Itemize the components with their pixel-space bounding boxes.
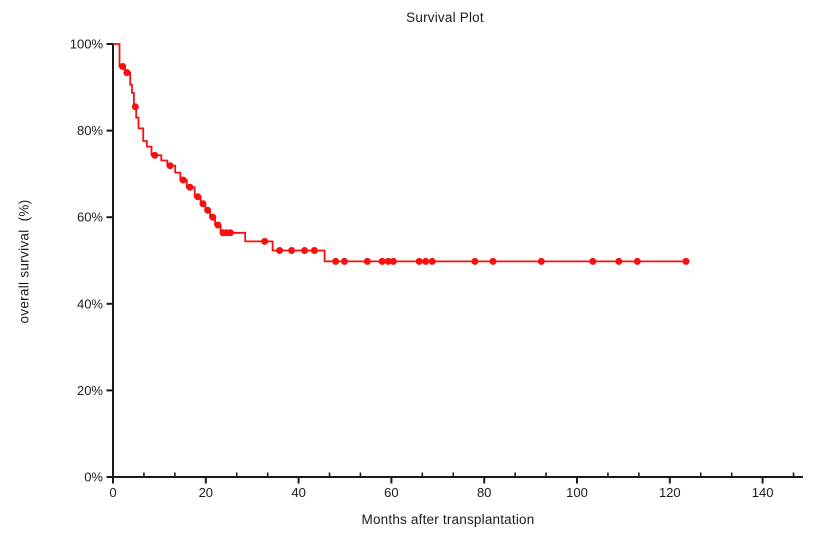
data-point-marker: [384, 257, 392, 265]
data-point-marker: [214, 221, 222, 229]
x-tick-label: 40: [291, 485, 305, 500]
data-point-marker: [428, 257, 436, 265]
data-point-marker: [471, 257, 479, 265]
data-point-marker: [209, 213, 217, 221]
data-point-marker: [363, 257, 371, 265]
data-point-marker: [389, 257, 397, 265]
data-point-marker: [151, 151, 159, 159]
y-tick-label: 100%: [70, 37, 104, 52]
data-point-marker: [341, 257, 348, 265]
data-point-marker: [276, 247, 284, 254]
survival-curve: [113, 43, 689, 263]
data-point-marker: [131, 103, 139, 111]
data-point-marker: [378, 257, 386, 265]
x-tick-label: 80: [477, 485, 491, 500]
data-point-marker: [537, 257, 545, 265]
data-point-marker: [301, 247, 309, 254]
y-tick-label: 40%: [77, 296, 103, 311]
data-point-marker: [332, 257, 340, 265]
y-tick-label: 20%: [77, 383, 103, 398]
data-point-marker: [310, 247, 318, 254]
data-point-marker: [194, 193, 202, 201]
x-tick-label: 140: [752, 485, 774, 500]
y-tick-label: 0%: [84, 470, 103, 485]
chart-title: Survival Plot: [406, 10, 484, 25]
x-tick-label: 60: [384, 485, 398, 500]
y-tick-label: 80%: [77, 123, 103, 138]
data-point-marker: [615, 257, 623, 265]
data-point-marker: [123, 69, 131, 77]
data-point-marker: [288, 247, 296, 254]
data-point-marker: [166, 162, 174, 170]
data-point-marker: [119, 63, 127, 70]
y-tick-label: 60%: [77, 210, 103, 225]
data-point-marker: [489, 257, 497, 265]
x-tick-label: 0: [109, 485, 116, 500]
data-point-marker: [422, 257, 430, 265]
data-point-marker: [204, 206, 212, 214]
data-point-marker: [186, 183, 194, 191]
data-point-marker: [199, 200, 207, 208]
data-point-marker: [415, 257, 423, 265]
data-point-marker: [633, 257, 641, 265]
data-point-marker: [226, 229, 234, 237]
x-tick-label: 20: [199, 485, 213, 500]
x-tick-label: 120: [659, 485, 681, 500]
data-point-marker: [179, 176, 187, 184]
data-point-marker: [589, 257, 597, 265]
x-tick-label: 100: [566, 485, 588, 500]
x-axis-title: Months after transplantation: [361, 512, 535, 527]
data-point-marker: [261, 237, 269, 245]
data-point-marker: [682, 257, 690, 265]
